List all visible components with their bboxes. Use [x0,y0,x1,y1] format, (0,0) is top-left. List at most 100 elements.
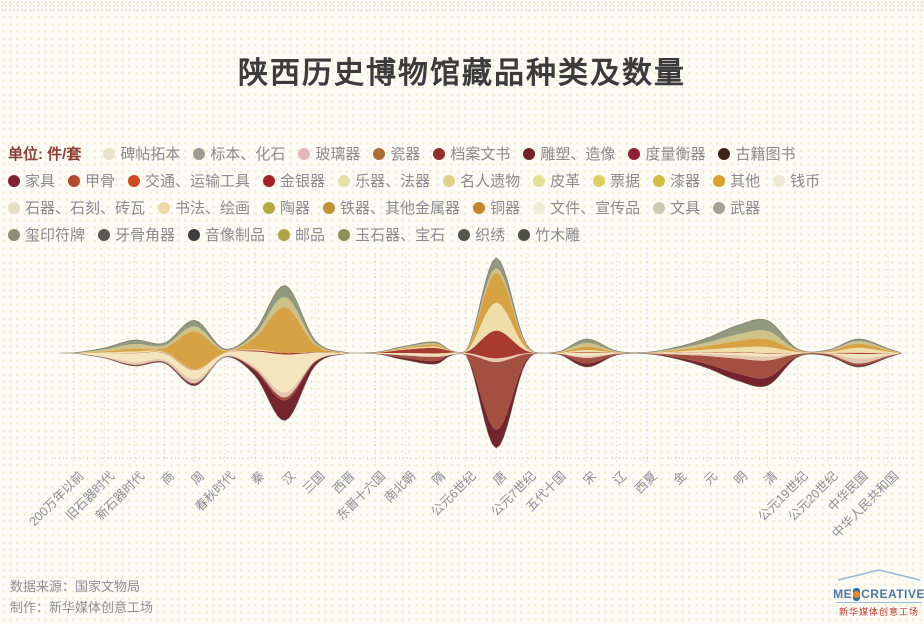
legend-dot-icon [518,228,531,241]
legend-item: 金银器 [263,170,325,191]
legend-label: 甲骨 [85,173,116,190]
legend-dot-icon [533,201,546,214]
x-tick-label: 公元7世纪 [488,468,539,519]
legend-dot-icon [653,201,666,214]
legend-dot-icon [458,228,471,241]
stream-layer [60,351,902,393]
legend-item: 竹木雕 [518,224,580,245]
legend-label: 石器、石刻、砖瓦 [25,200,146,217]
stream-layer [60,353,902,448]
legend-dot-icon [68,174,81,187]
x-tick-label: 元 [701,468,720,488]
legend-dot-icon [103,147,116,160]
credit-text: 制作：新华媒体创意工场 [10,600,154,615]
legend-label: 文具 [670,200,701,217]
legend-item: 漆器 [653,170,700,191]
legend-item: 票据 [593,170,640,191]
logo-roof-icon [837,569,921,581]
legend-item: 甲骨 [68,170,115,191]
x-tick-label: 宋 [580,468,600,488]
logo-subtitle: 新华媒体创意工场 [838,607,919,617]
legend-dot-icon [263,174,276,187]
streamgraph-canvas [55,253,912,462]
legend-label: 度量衡器 [645,146,706,163]
legend-item: 古籍图书 [718,143,795,164]
legend-dot-icon [338,228,351,241]
legend-item: 邮品 [278,224,325,245]
legend-item: 织绣 [458,224,505,245]
logo-wordmark: ME CREATIVE [833,587,924,603]
legend-label: 碑帖拓本 [120,146,181,163]
footer: 数据来源：国家文物局 制作：新华媒体创意工场 [10,576,153,618]
legend-item: 碑帖拓本 [103,143,180,164]
legend-dot-icon [533,174,546,187]
legend-label: 铜器 [490,200,521,217]
legend-dot-icon [718,147,731,160]
legend-item: 武器 [713,197,760,218]
x-tick-label: 中华人民共和国 [829,468,901,541]
x-tick-label: 清 [761,468,781,488]
legend-item: 铜器 [473,197,520,218]
stream-layer [60,353,902,430]
legend-item: 雕塑、造像 [523,143,615,164]
x-tick-label: 西夏 [631,468,660,497]
legend-item: 档案文书 [433,143,510,164]
legend-dot-icon [373,147,386,160]
stream-layer [60,302,902,370]
legend-dot-icon [433,147,446,160]
legend-label: 漆器 [670,173,701,190]
legend-label: 交通、运输工具 [145,173,251,190]
legend-label: 竹木雕 [535,227,581,244]
legend-item: 交通、运输工具 [128,170,250,191]
x-tick-label: 商 [158,468,178,488]
legend-label: 乐器、法器 [355,173,431,190]
chart-title: 陕西历史博物馆藏品种类及数量 [238,57,686,90]
legend-item: 钱币 [773,170,820,191]
logo-o-icon [853,587,861,601]
x-tick-label: 周 [188,468,208,488]
legend-row: 单位: 件/套 碑帖拓本 标本、化石 玻璃器 瓷器 档案文书 雕塑、造像 度量衡器 古籍图书 [8,140,916,167]
legend-item: 皮革 [533,170,580,191]
x-tick-label: 200万年以前 [26,468,87,529]
stream-layer [60,258,902,353]
legend-dot-icon [713,201,726,214]
legend-label: 古籍图书 [735,146,796,163]
legend-label: 牙骨角器 [115,227,176,244]
legend-label: 武器 [730,200,761,217]
x-tick-label: 公元20世纪 [785,468,841,524]
x-tick-label: 春秋时代 [192,468,238,515]
legend-item: 音像制品 [188,224,265,245]
legend-label: 名人遗物 [460,173,521,190]
data-source-text: 数据来源：国家文物局 [10,579,141,594]
legend-label: 陶器 [280,200,311,217]
legend-item: 名人遗物 [443,170,520,191]
legend-dot-icon [98,228,111,241]
legend-label: 文件、宣传品 [550,200,641,217]
legend-dot-icon [8,174,20,187]
legend-item: 家具 [8,170,55,191]
legend-dot-icon [158,201,171,214]
legend-item: 牙骨角器 [98,224,175,245]
legend-label: 书法、绘画 [175,200,251,217]
legend-dot-icon [773,174,786,187]
legend-dot-icon [473,201,486,214]
x-tick-label: 唐 [490,468,509,488]
x-tick-label: 金 [670,468,690,488]
legend-item: 书法、绘画 [158,197,250,218]
legend-label: 铁器、其他金属器 [340,200,461,217]
x-tick-label: 旧石器时代 [62,468,117,523]
legend-item: 玉石器、宝石 [338,224,445,245]
legend-label: 档案文书 [450,146,511,163]
legend-label: 音像制品 [205,227,266,244]
brand-logo: ME CREATIVE 新华媒体创意工场 [833,568,924,618]
stream-layer [60,353,902,398]
x-tick-label: 中华民国 [825,468,871,515]
stream-layer [60,330,902,371]
logo-text-right: CREATIVE [861,587,924,601]
legend-label: 玺印符牌 [25,227,86,244]
legend-dot-icon [323,201,336,214]
logo-text-left: ME [833,587,853,601]
legend-item: 瓷器 [373,143,420,164]
x-tick-label: 辽 [610,468,630,488]
